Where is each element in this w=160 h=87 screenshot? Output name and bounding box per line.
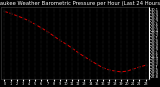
Title: Milwaukee Weather Barometric Pressure per Hour (Last 24 Hours): Milwaukee Weather Barometric Pressure pe… — [0, 1, 160, 6]
